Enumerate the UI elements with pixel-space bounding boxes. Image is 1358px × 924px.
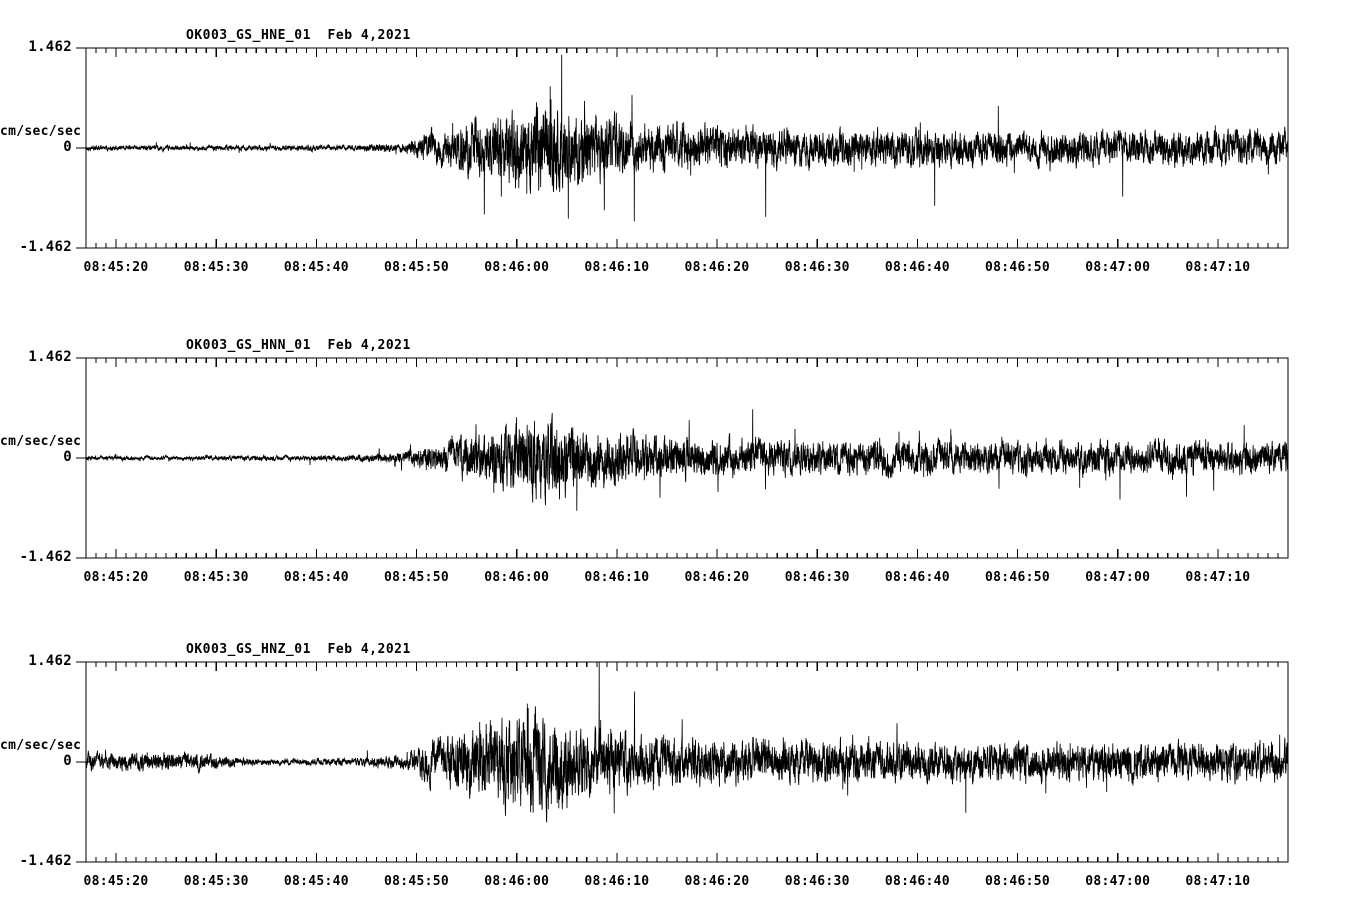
waveform-trace	[86, 662, 1288, 823]
x-axis-tick-label: 08:46:50	[985, 570, 1051, 585]
y-axis-unit-label-hne: cm/sec/sec	[0, 124, 82, 139]
panel-title-hnn: OK003_GS_HNN_01 Feb 4,2021	[186, 338, 411, 353]
x-axis-tick-label: 08:46:00	[484, 570, 550, 585]
x-axis-tick-label: 08:46:40	[884, 874, 950, 889]
y-axis-zero-label-hnn: 0	[63, 449, 72, 465]
y-axis-min-label-hnz: -1.462	[19, 853, 72, 869]
x-axis-tick-label: 08:46:50	[985, 260, 1051, 275]
x-axis-tick-label: 08:46:10	[584, 874, 650, 889]
x-axis-ticks	[85, 662, 1289, 862]
x-axis-tick-label: 08:45:20	[83, 260, 149, 275]
y-axis-max-label-hnz: 1.462	[28, 653, 72, 669]
y-axis-zero-label-hnz: 0	[63, 753, 72, 769]
x-axis-tick-label: 08:46:30	[784, 874, 850, 889]
y-axis-max-label-hnn: 1.462	[28, 349, 72, 365]
x-axis-tick-label: 08:45:40	[283, 260, 349, 275]
panel-title-hnz: OK003_GS_HNZ_01 Feb 4,2021	[186, 642, 411, 657]
x-axis-tick-label: 08:46:00	[484, 260, 550, 275]
y-axis-min-label-hnn: -1.462	[19, 549, 72, 565]
x-axis-tick-label: 08:46:20	[684, 260, 750, 275]
x-axis-tick-label: 08:46:40	[884, 260, 950, 275]
x-axis-tick-label: 08:47:00	[1085, 260, 1151, 275]
panel-title-hne: OK003_GS_HNE_01 Feb 4,2021	[186, 28, 411, 43]
x-axis-tick-label: 08:45:50	[384, 260, 450, 275]
x-axis-tick-label: 08:46:10	[584, 260, 650, 275]
waveform-trace	[86, 54, 1288, 222]
x-axis-tick-label: 08:46:00	[484, 874, 550, 889]
x-axis-tick-label: 08:46:30	[784, 260, 850, 275]
x-axis-tick-label: 08:46:10	[584, 570, 650, 585]
x-axis-tick-label: 08:45:40	[283, 874, 349, 889]
x-axis-tick-label: 08:45:40	[283, 570, 349, 585]
x-axis-tick-label: 08:45:20	[83, 570, 149, 585]
x-axis-tick-label: 08:45:20	[83, 874, 149, 889]
y-axis-zero-label-hne: 0	[63, 139, 72, 155]
y-axis-unit-label-hnn: cm/sec/sec	[0, 434, 82, 449]
x-axis-tick-label: 08:46:30	[784, 570, 850, 585]
x-axis-tick-label: 08:47:10	[1185, 874, 1251, 889]
y-axis-unit-label-hnz: cm/sec/sec	[0, 738, 82, 753]
x-axis-ticks	[85, 48, 1289, 248]
x-axis-tick-label: 08:45:30	[183, 570, 249, 585]
x-axis-tick-label: 08:45:50	[384, 874, 450, 889]
y-axis-min-label-hne: -1.462	[19, 239, 72, 255]
x-axis-tick-label: 08:45:50	[384, 570, 450, 585]
waveform-trace	[86, 409, 1288, 511]
x-axis-ticks	[85, 358, 1289, 558]
x-axis-tick-label: 08:47:00	[1085, 874, 1151, 889]
x-axis-tick-label: 08:45:30	[183, 260, 249, 275]
x-axis-tick-label: 08:46:20	[684, 570, 750, 585]
y-axis-max-label-hne: 1.462	[28, 39, 72, 55]
x-axis-tick-label: 08:47:00	[1085, 570, 1151, 585]
x-axis-tick-label: 08:46:40	[884, 570, 950, 585]
x-axis-tick-label: 08:46:50	[985, 874, 1051, 889]
x-axis-tick-label: 08:47:10	[1185, 260, 1251, 275]
x-axis-tick-label: 08:47:10	[1185, 570, 1251, 585]
x-axis-tick-label: 08:46:20	[684, 874, 750, 889]
x-axis-tick-label: 08:45:30	[183, 874, 249, 889]
